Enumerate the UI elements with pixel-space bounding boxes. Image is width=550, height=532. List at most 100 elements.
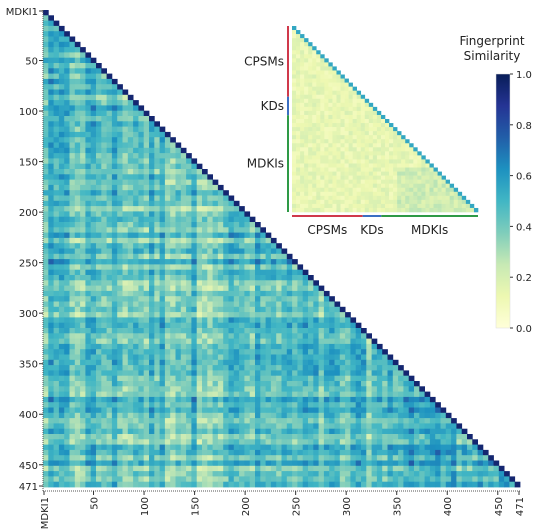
inset-cell (328, 175, 333, 180)
heatmap-cell (313, 328, 319, 334)
heatmap-cell (90, 110, 97, 117)
heatmap-cell (392, 402, 399, 408)
heatmap-cell (387, 476, 394, 483)
heatmap-cell (180, 275, 187, 281)
heatmap-cell (233, 280, 240, 286)
heatmap-cell (281, 333, 288, 339)
inset-cell (409, 147, 414, 152)
inset-cell (364, 159, 370, 164)
inset-cell (320, 62, 325, 67)
inset-cell (324, 123, 329, 128)
heatmap-cell (345, 471, 351, 477)
heatmap-cell (313, 333, 319, 339)
heatmap-cell (74, 47, 81, 53)
heatmap-cell (308, 338, 314, 345)
inset-cell (433, 167, 438, 172)
heatmap-cell (48, 100, 54, 106)
heatmap-cell (180, 301, 187, 308)
heatmap-cell (392, 471, 399, 477)
heatmap-cell (85, 375, 92, 382)
x-tick-label: 100 (140, 497, 151, 516)
heatmap-cell (48, 222, 54, 228)
heatmap-cell (159, 269, 166, 276)
heatmap-cell (350, 354, 357, 361)
heatmap-cell (217, 370, 224, 377)
inset-cell (312, 171, 317, 176)
heatmap-cell (106, 280, 113, 286)
heatmap-cell (43, 78, 49, 85)
heatmap-cell (80, 57, 86, 64)
heatmap-cell (233, 333, 240, 339)
heatmap-cell (419, 407, 425, 414)
heatmap-cell (207, 449, 213, 456)
heatmap-cell (159, 449, 166, 456)
heatmap-cell (80, 481, 86, 488)
heatmap-cell (244, 444, 251, 451)
heatmap-cell (302, 375, 309, 382)
heatmap-cell (111, 285, 118, 292)
heatmap-cell (376, 343, 383, 350)
heatmap-cell (122, 460, 129, 467)
heatmap-cell (186, 264, 192, 271)
heatmap-cell (106, 290, 113, 297)
heatmap-cell (355, 423, 362, 430)
inset-cell (332, 98, 337, 104)
heatmap-cell (69, 243, 76, 249)
heatmap-cell (106, 328, 113, 334)
heatmap-cell (180, 354, 187, 361)
y-tick-label: MDKI1 (6, 7, 38, 18)
heatmap-cell (217, 449, 224, 456)
heatmap-cell (138, 381, 145, 387)
heatmap-cell (212, 280, 219, 286)
heatmap-cell (90, 248, 97, 255)
inset-cell (308, 90, 313, 96)
heatmap-cell (196, 444, 203, 451)
heatmap-cell (64, 211, 70, 218)
heatmap-cell (85, 338, 92, 345)
heatmap-cell (58, 184, 65, 191)
heatmap-cell (80, 243, 86, 249)
heatmap-cell (196, 200, 203, 207)
inset-cell (348, 131, 353, 136)
heatmap-cell (318, 396, 325, 403)
heatmap-cell (43, 349, 49, 355)
heatmap-cell (64, 439, 70, 445)
heatmap-cell (111, 227, 118, 233)
heatmap-cell (429, 412, 436, 419)
heatmap-cell (202, 322, 208, 329)
heatmap-cell (122, 317, 129, 324)
heatmap-cell (292, 460, 298, 467)
heatmap-cell (164, 312, 171, 318)
heatmap-cell (429, 465, 436, 472)
heatmap-cell (69, 280, 76, 286)
heatmap-cell (334, 333, 341, 339)
heatmap-cell (255, 381, 261, 387)
heatmap-cell (106, 359, 113, 366)
heatmap-cell (170, 290, 176, 297)
heatmap-cell (69, 131, 76, 138)
heatmap-cell (202, 428, 208, 435)
heatmap-cell (281, 418, 288, 424)
heatmap-cell (138, 116, 145, 122)
heatmap-cell (180, 381, 187, 387)
heatmap-cell (64, 158, 70, 165)
inset-cell (348, 159, 353, 164)
inset-cell (352, 147, 357, 152)
heatmap-cell (69, 460, 76, 467)
heatmap-cell (69, 423, 76, 430)
heatmap-cell (244, 407, 251, 414)
heatmap-cell (244, 275, 251, 281)
heatmap-cell (302, 428, 309, 435)
inset-cell (356, 187, 362, 193)
heatmap-cell (69, 312, 76, 318)
heatmap-cell (355, 391, 362, 398)
heatmap-cell (345, 343, 351, 350)
heatmap-cell (101, 418, 107, 424)
heatmap-cell (424, 455, 431, 461)
heatmap-cell (164, 142, 171, 149)
heatmap-cell (170, 153, 176, 159)
inset-cell (300, 123, 305, 128)
heatmap-cell (106, 116, 113, 122)
heatmap-cell (48, 343, 54, 350)
heatmap-cell (286, 391, 293, 398)
